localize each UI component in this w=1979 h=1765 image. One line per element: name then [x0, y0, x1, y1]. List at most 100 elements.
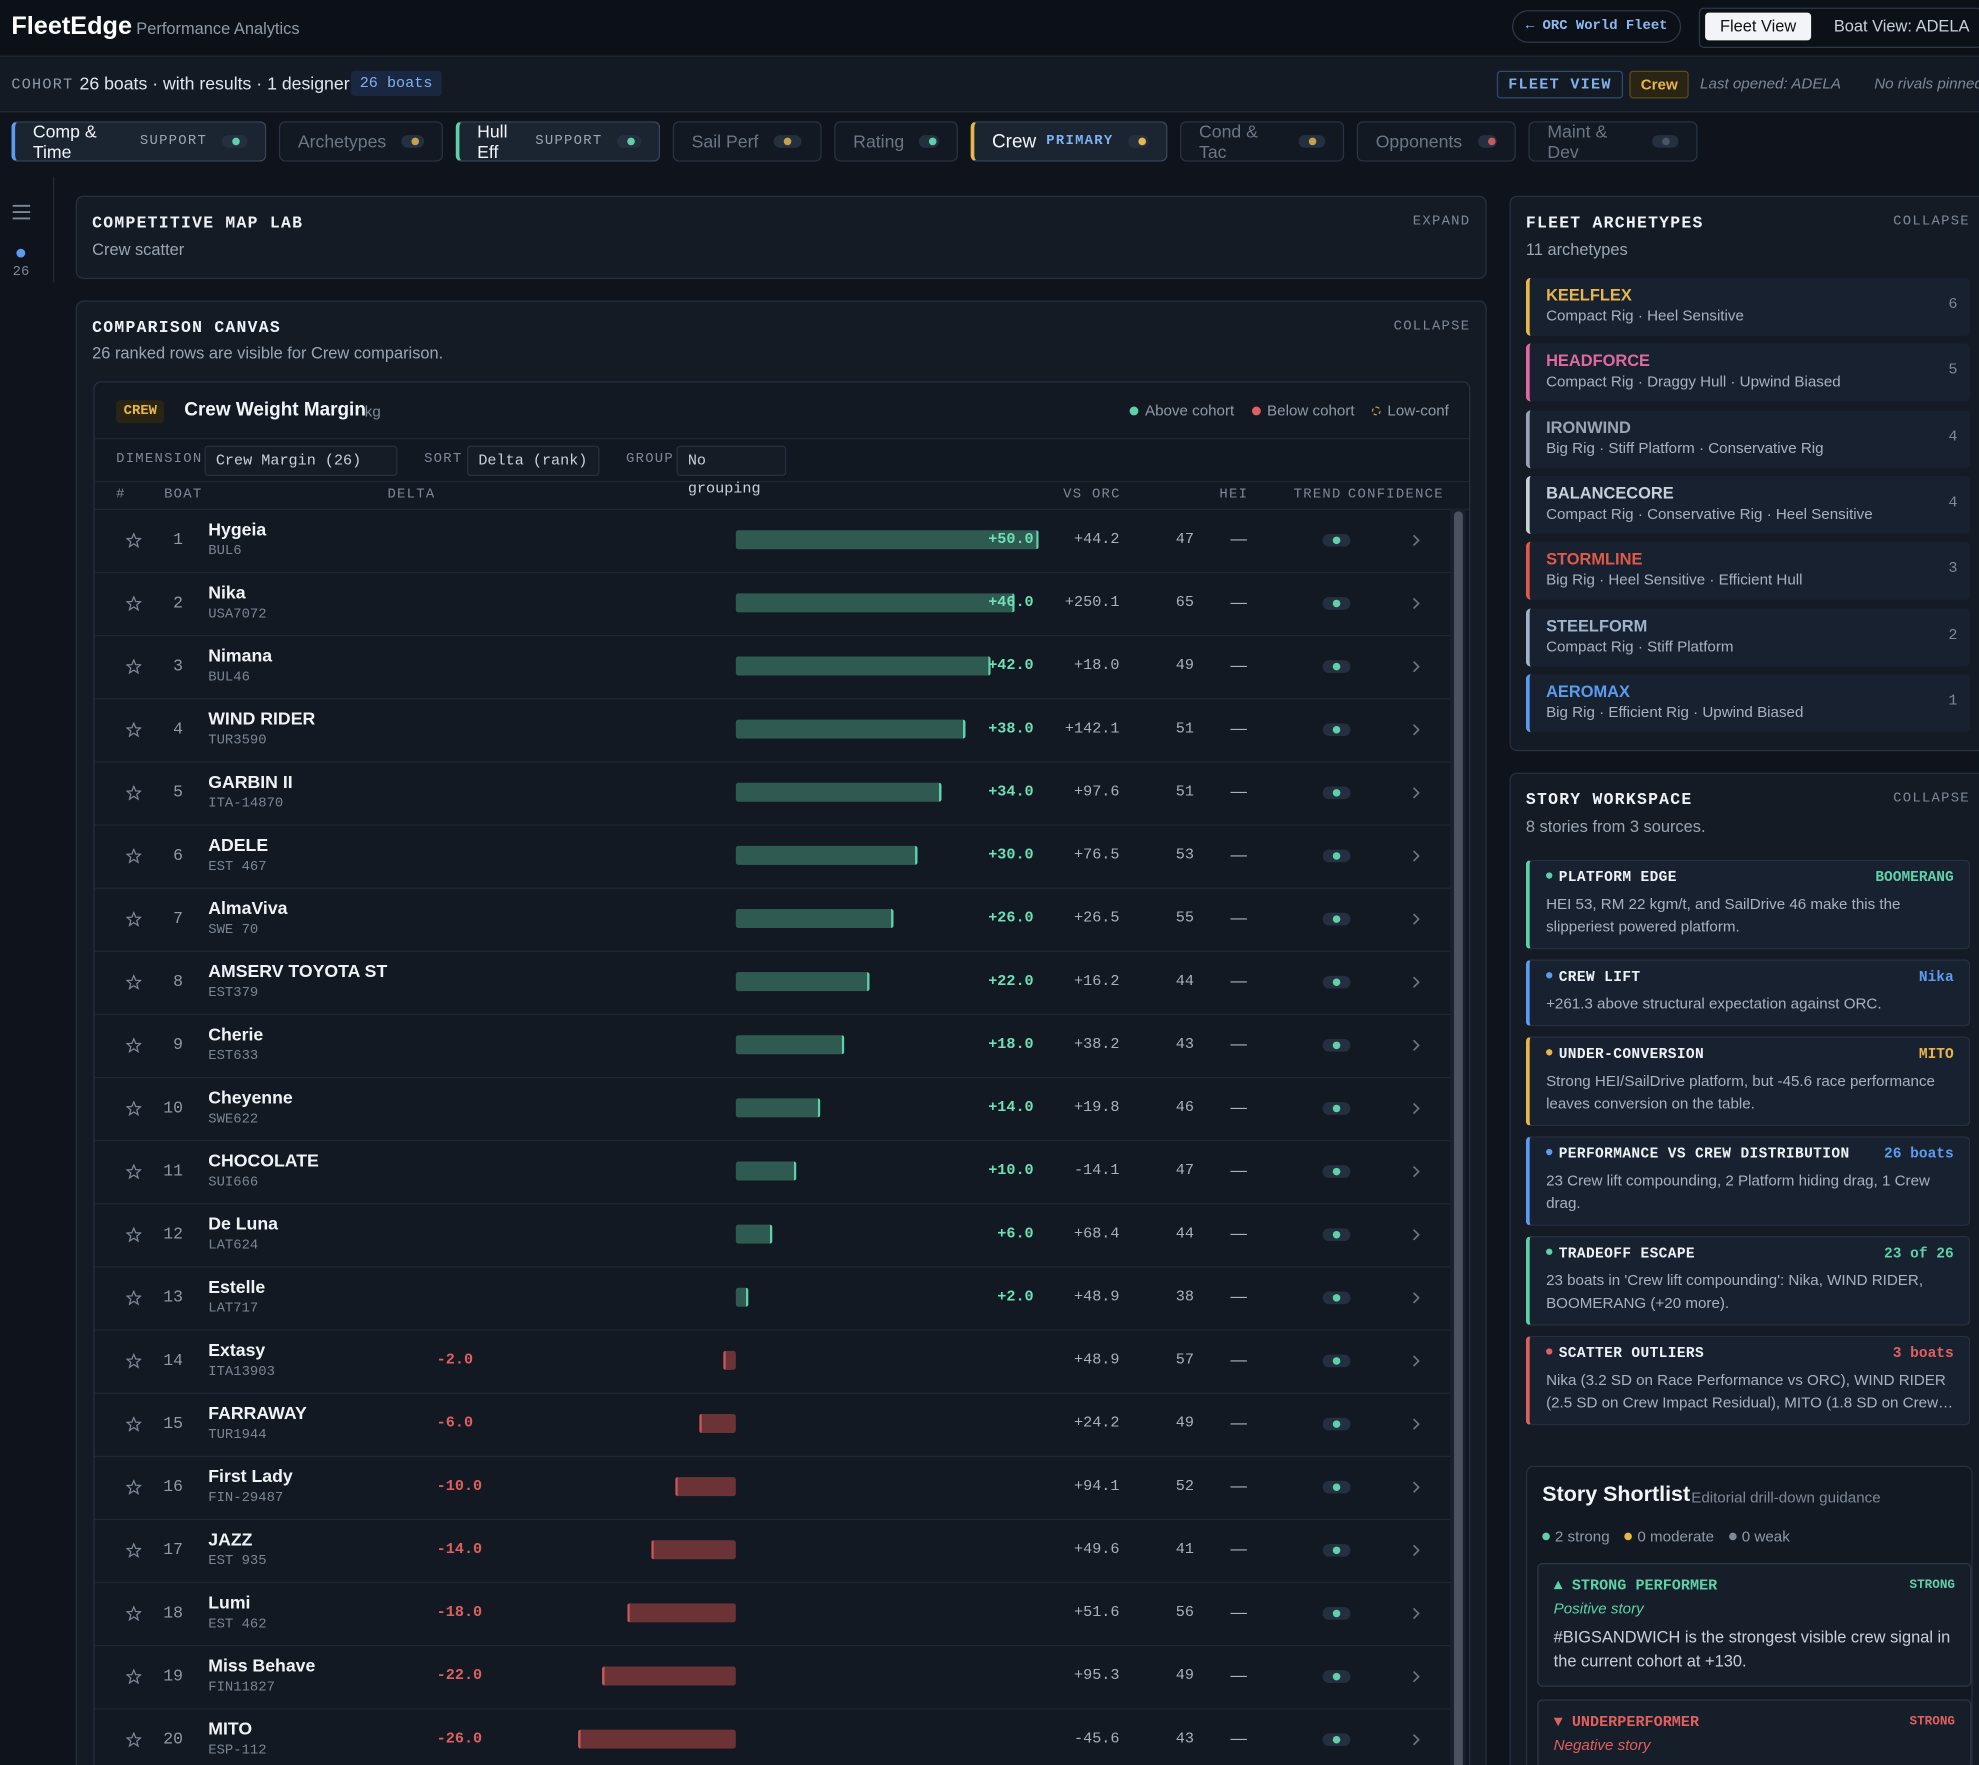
collapse-button[interactable]: COLLAPSE [1893, 791, 1970, 807]
pin-star[interactable] [126, 595, 142, 612]
pin-star[interactable] [126, 722, 142, 738]
boat-row[interactable]: 2 Nika USA7072 +46.0 +250.1 65 — [94, 572, 1451, 637]
confidence-toggle[interactable] [1322, 723, 1351, 737]
boat-row[interactable]: 19 Miss Behave FIN11827 -22.0 +95.3 49 — [94, 1645, 1451, 1710]
module-tab[interactable]: Maint & Dev [1528, 121, 1698, 162]
boat-row[interactable]: 12 De Luna LAT624 +6.0 +68.4 44 — [94, 1203, 1451, 1268]
control-select[interactable]: Delta (rank) [466, 445, 600, 476]
boat-row[interactable]: 13 Estelle LAT717 +2.0 +48.9 38 — [94, 1266, 1451, 1331]
shortlist-card[interactable]: ▲ STRONG PERFORMER STRONG Positive story #B… [1537, 1562, 1972, 1687]
row-chevron[interactable] [1409, 1417, 1424, 1432]
boat-row[interactable]: 14 Extasy ITA13903 -2.0 +48.9 57 — [94, 1329, 1451, 1394]
story-card[interactable]: TRADEOFF ESCAPE 23 of 26 23 boats in 'Crew… [1525, 1235, 1971, 1326]
confidence-toggle[interactable] [1322, 1733, 1351, 1747]
row-chevron[interactable] [1409, 1480, 1424, 1495]
view-tab[interactable]: Boat View: ADELA [1833, 16, 1970, 36]
boat-row[interactable]: 7 AlmaViva SWE 70 +26.0 +26.5 55 — [94, 888, 1451, 952]
pin-star[interactable] [126, 1037, 142, 1053]
row-chevron[interactable] [1409, 722, 1424, 737]
boat-row[interactable]: 18 Lumi EST 462 -18.0 +51.6 56 — [94, 1582, 1451, 1647]
row-chevron[interactable] [1409, 1164, 1424, 1179]
boat-row[interactable]: 4 WIND RIDER TUR3590 +38.0 +142.1 51 — [94, 698, 1451, 763]
confidence-toggle[interactable] [1322, 786, 1351, 800]
story-card[interactable]: PERFORMANCE VS CREW DISTRIBUTION 26 boats… [1525, 1136, 1971, 1226]
boat-row[interactable]: 10 Cheyenne SWE622 +14.0 +19.8 46 — [94, 1077, 1451, 1142]
boat-row[interactable]: 1 Hygeia BUL6 +50.0 +44.2 47 — [94, 509, 1451, 574]
story-card[interactable]: CREW LIFT Nika +261.3 above structural exp… [1525, 959, 1971, 1027]
pin-star[interactable] [126, 1290, 142, 1306]
row-chevron[interactable] [1409, 1101, 1424, 1116]
row-chevron[interactable] [1409, 848, 1424, 863]
pin-star[interactable] [126, 1479, 142, 1495]
boat-row[interactable]: 20 MITO ESP-112 -26.0 -45.6 43 — [95, 1708, 1450, 1765]
control-select[interactable]: Crew Margin (26) [204, 445, 398, 476]
pin-star[interactable] [126, 1669, 142, 1685]
pin-star[interactable] [126, 848, 142, 864]
pin-star[interactable] [126, 659, 142, 675]
row-chevron[interactable] [1409, 659, 1424, 674]
archetype[interactable]: IRONWIND Big Rig · Stiff Platform · Conse… [1525, 409, 1971, 468]
boat-row[interactable]: 16 First Lady FIN-29487 -10.0 +94.1 52 — [94, 1456, 1451, 1521]
row-chevron[interactable] [1409, 1038, 1424, 1053]
row-chevron[interactable] [1409, 1290, 1424, 1305]
pin-star[interactable] [126, 1542, 142, 1558]
module-tab[interactable]: Archetypes [278, 121, 443, 162]
row-chevron[interactable] [1409, 596, 1424, 611]
module-tab[interactable]: Hull Eff SUPPORT [455, 121, 661, 162]
archetype[interactable]: STEELFORM Compact Rig · Stiff Platform 2 [1525, 607, 1971, 666]
pin-star[interactable] [126, 911, 142, 927]
confidence-toggle[interactable] [1322, 1291, 1351, 1305]
confidence-toggle[interactable] [1322, 1354, 1351, 1368]
confidence-toggle[interactable] [1322, 534, 1351, 547]
row-chevron[interactable] [1409, 1353, 1424, 1368]
module-tab[interactable]: Opponents [1356, 121, 1516, 162]
pin-star[interactable] [126, 1353, 142, 1369]
archetype[interactable]: AEROMAX Big Rig · Efficient Rig · Upwind … [1525, 673, 1971, 732]
row-chevron[interactable] [1409, 975, 1424, 990]
confidence-toggle[interactable] [1322, 1039, 1351, 1052]
control-select[interactable]: No grouping [676, 445, 787, 497]
row-chevron[interactable] [1409, 1669, 1424, 1684]
archetype[interactable]: STORMLINE Big Rig · Heel Sensitive · Effi… [1525, 541, 1971, 600]
pin-star[interactable] [126, 1605, 142, 1622]
pin-star[interactable] [126, 1100, 142, 1117]
row-chevron[interactable] [1409, 1606, 1424, 1621]
module-tab[interactable]: Comp & Time SUPPORT [11, 121, 267, 162]
pin-star[interactable] [126, 974, 142, 990]
confidence-toggle[interactable] [1322, 912, 1351, 926]
menu-icon[interactable] [12, 204, 31, 220]
pin-star[interactable] [126, 1227, 142, 1243]
module-tab[interactable]: Crew PRIMARY [970, 121, 1168, 162]
boat-row[interactable]: 15 FARRAWAY TUR1944 -6.0 +24.2 49 — [94, 1393, 1451, 1457]
story-card[interactable]: SCATTER OUTLIERS 3 boats Nika (3.2 SD on R… [1525, 1335, 1971, 1426]
row-chevron[interactable] [1409, 785, 1424, 800]
story-card[interactable]: UNDER-CONVERSION MITO Strong HEI/SailDrive… [1525, 1036, 1971, 1127]
confidence-toggle[interactable] [1322, 1544, 1351, 1557]
confidence-toggle[interactable] [1322, 1102, 1351, 1115]
archetype[interactable]: KEELFLEX Compact Rig · Heel Sensitive 6 [1525, 277, 1971, 336]
expand-button[interactable]: EXPAND [1412, 214, 1471, 230]
boat-row[interactable]: 5 GARBIN II ITA-14870 +34.0 +97.6 51 — [94, 761, 1451, 826]
boat-row[interactable]: 3 Nimana BUL46 +42.0 +18.0 49 — [94, 635, 1451, 700]
confidence-toggle[interactable] [1322, 660, 1351, 673]
row-chevron[interactable] [1409, 912, 1424, 927]
pin-star[interactable] [126, 1732, 142, 1748]
confidence-toggle[interactable] [1322, 1228, 1351, 1242]
row-chevron[interactable] [1409, 1227, 1424, 1242]
back-link[interactable]: ← ORC World Fleet [1511, 10, 1682, 43]
module-tab[interactable]: Sail Perf [672, 121, 822, 162]
shortlist-card[interactable]: ▼ UNDERPERFORMER STRONG Negative story [1537, 1699, 1972, 1765]
boat-row[interactable]: 6 ADELE EST 467 +30.0 +76.5 53 — [94, 824, 1451, 889]
boat-row[interactable]: 17 JAZZ EST 935 -14.0 +49.6 41 — [94, 1519, 1451, 1584]
confidence-toggle[interactable] [1322, 1480, 1351, 1494]
pin-star[interactable] [126, 1416, 142, 1432]
confidence-toggle[interactable] [1322, 597, 1351, 610]
confidence-toggle[interactable] [1322, 1670, 1351, 1683]
boat-row[interactable]: 11 CHOCOLATE SUI666 +10.0 -14.1 47 — [94, 1140, 1451, 1205]
pin-star[interactable] [126, 1164, 142, 1180]
row-chevron[interactable] [1409, 1543, 1424, 1558]
archetype[interactable]: HEADFORCE Compact Rig · Draggy Hull · Upw… [1525, 343, 1971, 402]
boat-row[interactable]: 8 AMSERV TOYOTA ST EST379 +22.0 +16.2 44 — [94, 951, 1451, 1016]
module-tab[interactable]: Cond & Tac [1180, 121, 1345, 162]
row-chevron[interactable] [1409, 1732, 1424, 1747]
